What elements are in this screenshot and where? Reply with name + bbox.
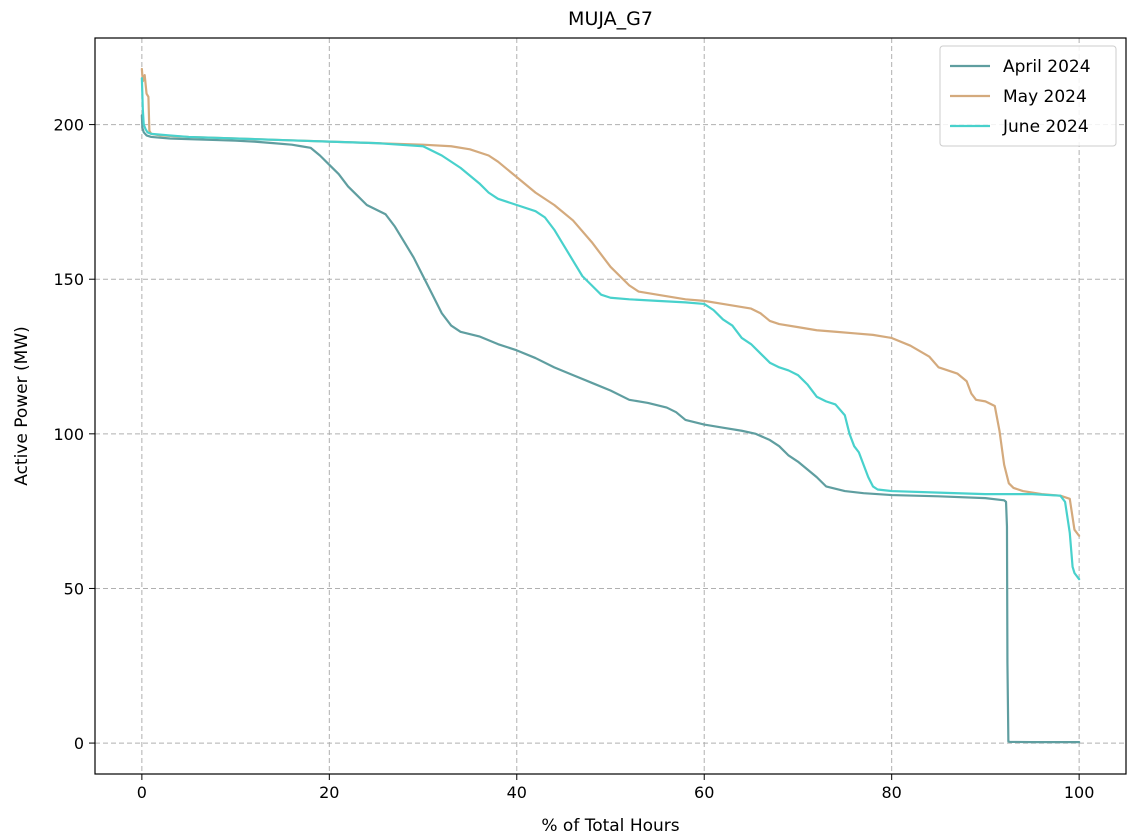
y-tick-label: 200 [53,116,84,135]
x-tick-label: 20 [319,783,339,802]
axis-ticks: 0 20 40 60 80 100 0 50 100 150 200 [53,116,1094,802]
legend-label: June 2024 [1002,117,1089,137]
y-tick-label: 50 [64,579,84,598]
legend-box [939,45,1117,147]
y-tick-label: 100 [53,425,84,444]
legend-label: May 2024 [1003,87,1087,107]
plot-area-frame [94,37,1127,775]
x-tick-label: 80 [882,783,902,802]
y-tick-label: 150 [53,270,84,289]
x-tick-label: 40 [507,783,527,802]
series-lines [140,67,1081,744]
y-axis-label: Active Power (MW) [12,326,32,486]
series-line-april-2024 [140,114,1081,744]
x-tick-label: 100 [1064,783,1095,802]
x-axis-label: % of Total Hours [541,816,679,836]
series-line-june-2024 [140,77,1081,581]
legend-label: April 2024 [1003,57,1091,77]
x-tick-label: 60 [694,783,714,802]
chart-title: MUJA_G7 [568,8,653,30]
grid-lines [95,38,1126,774]
x-tick-label: 0 [137,783,147,802]
y-tick-label: 0 [74,734,84,753]
legend: April 2024 May 2024 June 2024 [939,45,1117,147]
